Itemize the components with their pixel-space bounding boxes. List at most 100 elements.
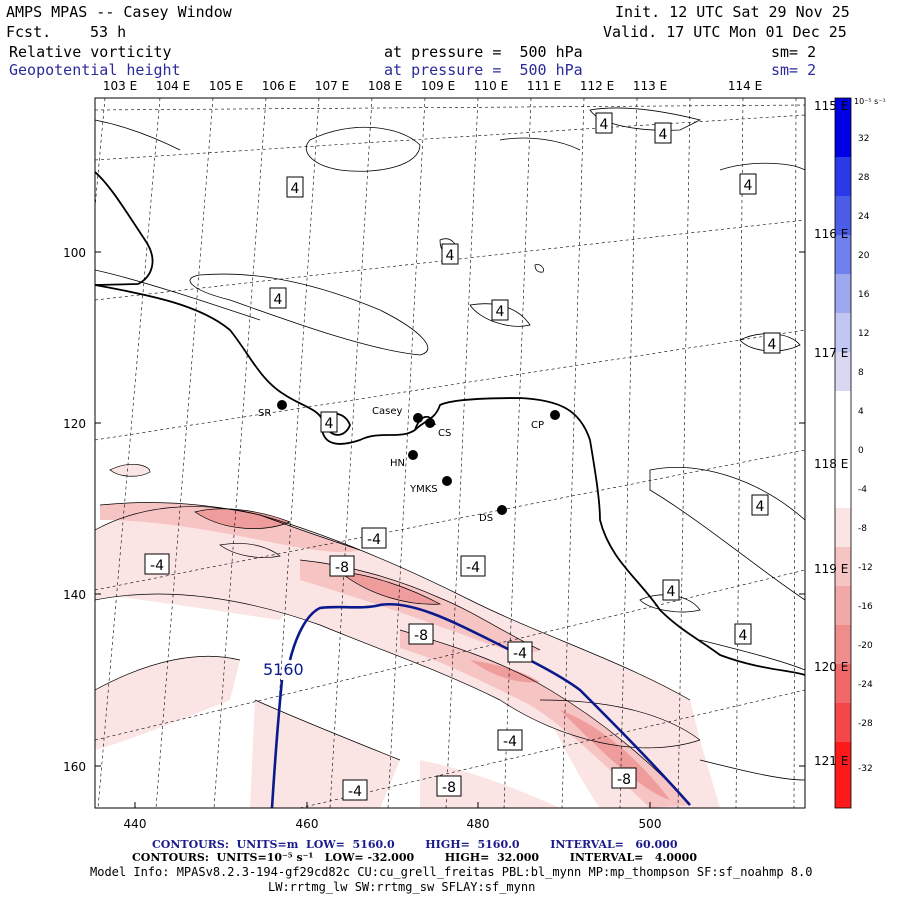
- contour-label: 4: [739, 173, 757, 195]
- svg-text:12: 12: [858, 329, 869, 339]
- model-info-radiation: LW:rrtmg_lw SW:rrtmg_sw SFLAY:sf_mynn: [268, 880, 536, 894]
- svg-text:4: 4: [291, 181, 300, 197]
- station-label-hn: HN: [390, 458, 405, 469]
- station-marker-cs: [425, 418, 435, 428]
- station-label-casey: Casey: [372, 406, 402, 417]
- forecast-label: Fcst.: [6, 23, 52, 41]
- svg-text:-24: -24: [858, 680, 873, 690]
- colorbar-unit: 10⁻⁵ s⁻¹: [854, 97, 886, 106]
- vorticity-contour-info: CONTOURS: UNITS=10⁻⁵ s⁻¹ LOW= -32.000 HI…: [132, 851, 697, 864]
- svg-text:4: 4: [756, 499, 765, 515]
- svg-text:160: 160: [63, 760, 86, 774]
- field1-pressure: at pressure = 500 hPa: [384, 43, 583, 61]
- svg-text:119 E: 119 E: [814, 562, 848, 576]
- svg-text:121 E: 121 E: [814, 754, 848, 768]
- station-marker-ymks: [442, 476, 452, 486]
- station-marker-casey: [413, 413, 423, 423]
- contour-label: 4: [595, 112, 613, 134]
- contour-label: -4: [0, 0, 7, 4]
- graticule: [95, 98, 805, 808]
- svg-text:-4: -4: [348, 784, 362, 800]
- station-markers: [277, 400, 560, 515]
- svg-text:4: 4: [496, 304, 505, 320]
- contour-label: -8: [329, 555, 355, 577]
- svg-text:4: 4: [600, 117, 609, 133]
- svg-text:4: 4: [858, 407, 864, 417]
- contour-label: -8: [611, 767, 637, 789]
- svg-text:112 E: 112 E: [580, 79, 614, 93]
- svg-text:32: 32: [858, 134, 869, 144]
- svg-text:-12: -12: [858, 563, 873, 573]
- station-marker-sr: [277, 400, 287, 410]
- station-label-cs: CS: [438, 428, 451, 439]
- y-tick-labels: 100 120 140 160: [63, 246, 86, 774]
- axis-ticks: [95, 251, 805, 808]
- svg-text:115 E: 115 E: [814, 99, 848, 113]
- top-longitude-labels: 103 E 104 E 105 E 106 E 107 E 108 E 109 …: [103, 79, 762, 93]
- station-label-ds: DS: [479, 513, 493, 524]
- station-labels: SR Casey CS CP HN YMKS DS: [258, 406, 544, 524]
- svg-text:106 E: 106 E: [262, 79, 296, 93]
- svg-text:116 E: 116 E: [814, 227, 848, 241]
- contour-label: -4: [361, 527, 387, 549]
- svg-text:113 E: 113 E: [633, 79, 667, 93]
- svg-text:109 E: 109 E: [421, 79, 455, 93]
- svg-text:8: 8: [858, 368, 864, 378]
- svg-text:-8: -8: [335, 560, 349, 576]
- colorbar-ticks: 32 28 24 20 16 12 8 4 0 -4 -8 -12 -16 -2…: [858, 134, 873, 774]
- height-contour-info: CONTOURS: UNITS=m LOW= 5160.0 HIGH= 5160…: [152, 838, 678, 851]
- svg-text:120 E: 120 E: [814, 660, 848, 674]
- svg-text:4: 4: [659, 127, 668, 143]
- svg-text:103 E: 103 E: [103, 79, 137, 93]
- init-time: Init. 12 UTC Sat 29 Nov 25: [615, 3, 850, 21]
- contour-label: 4: [654, 122, 672, 144]
- plot-frame: [94, 97, 806, 809]
- station-label-cp: CP: [531, 420, 544, 431]
- station-marker-ds: [497, 505, 507, 515]
- contour-label: 4: [662, 579, 680, 601]
- svg-text:111 E: 111 E: [527, 79, 561, 93]
- contour-label: 4: [751, 494, 769, 516]
- svg-text:440: 440: [124, 817, 147, 831]
- svg-text:20: 20: [858, 251, 870, 261]
- svg-text:-32: -32: [858, 764, 873, 774]
- station-label-sr: SR: [258, 408, 271, 419]
- map-title: AMPS MPAS -- Casey Window: [6, 3, 232, 21]
- svg-text:4: 4: [446, 248, 455, 264]
- svg-text:110 E: 110 E: [474, 79, 508, 93]
- svg-text:480: 480: [467, 817, 490, 831]
- svg-text:-4: -4: [503, 734, 517, 750]
- contour-label: -4: [507, 641, 533, 663]
- svg-text:-8: -8: [442, 780, 456, 796]
- station-marker-cp: [550, 410, 560, 420]
- contour-label: -4: [342, 779, 368, 801]
- svg-text:24: 24: [858, 212, 870, 222]
- contour-label: 4: [320, 411, 338, 433]
- contour-label: 4: [441, 243, 459, 265]
- svg-text:4: 4: [744, 178, 753, 194]
- forecast-hour: 53 h: [90, 23, 127, 41]
- svg-text:105 E: 105 E: [209, 79, 243, 93]
- right-longitude-labels: 115 E 116 E 117 E 118 E 119 E 120 E 121 …: [814, 99, 848, 768]
- station-label-ymks: YMKS: [409, 484, 438, 495]
- svg-text:16: 16: [858, 290, 870, 300]
- field2-pressure: at pressure = 500 hPa: [384, 61, 583, 79]
- colorbar: [834, 97, 852, 809]
- positive-contour-labels: 4 4 4 4 4 4 4 4 4 4 4 4 4: [269, 112, 781, 645]
- contour-label: -4: [460, 555, 486, 577]
- svg-text:-8: -8: [858, 524, 867, 534]
- svg-text:-16: -16: [858, 602, 873, 612]
- svg-text:460: 460: [296, 817, 319, 831]
- field2-smoothing: sm= 2: [771, 61, 817, 79]
- svg-text:4: 4: [739, 628, 748, 644]
- negative-vorticity-contours: [95, 464, 701, 806]
- contour-label: 4: [734, 623, 752, 645]
- svg-text:-4: -4: [150, 558, 164, 574]
- height-contour-label: 5160: [263, 660, 304, 679]
- contour-label: -8: [436, 775, 462, 797]
- svg-text:-8: -8: [414, 628, 428, 644]
- x-tick-labels: 440 460 480 500: [124, 817, 662, 831]
- model-info: Model Info: MPASv8.2.3-194-gf29cd82c CU:…: [90, 865, 813, 879]
- field2-name: Geopotential height: [9, 61, 181, 79]
